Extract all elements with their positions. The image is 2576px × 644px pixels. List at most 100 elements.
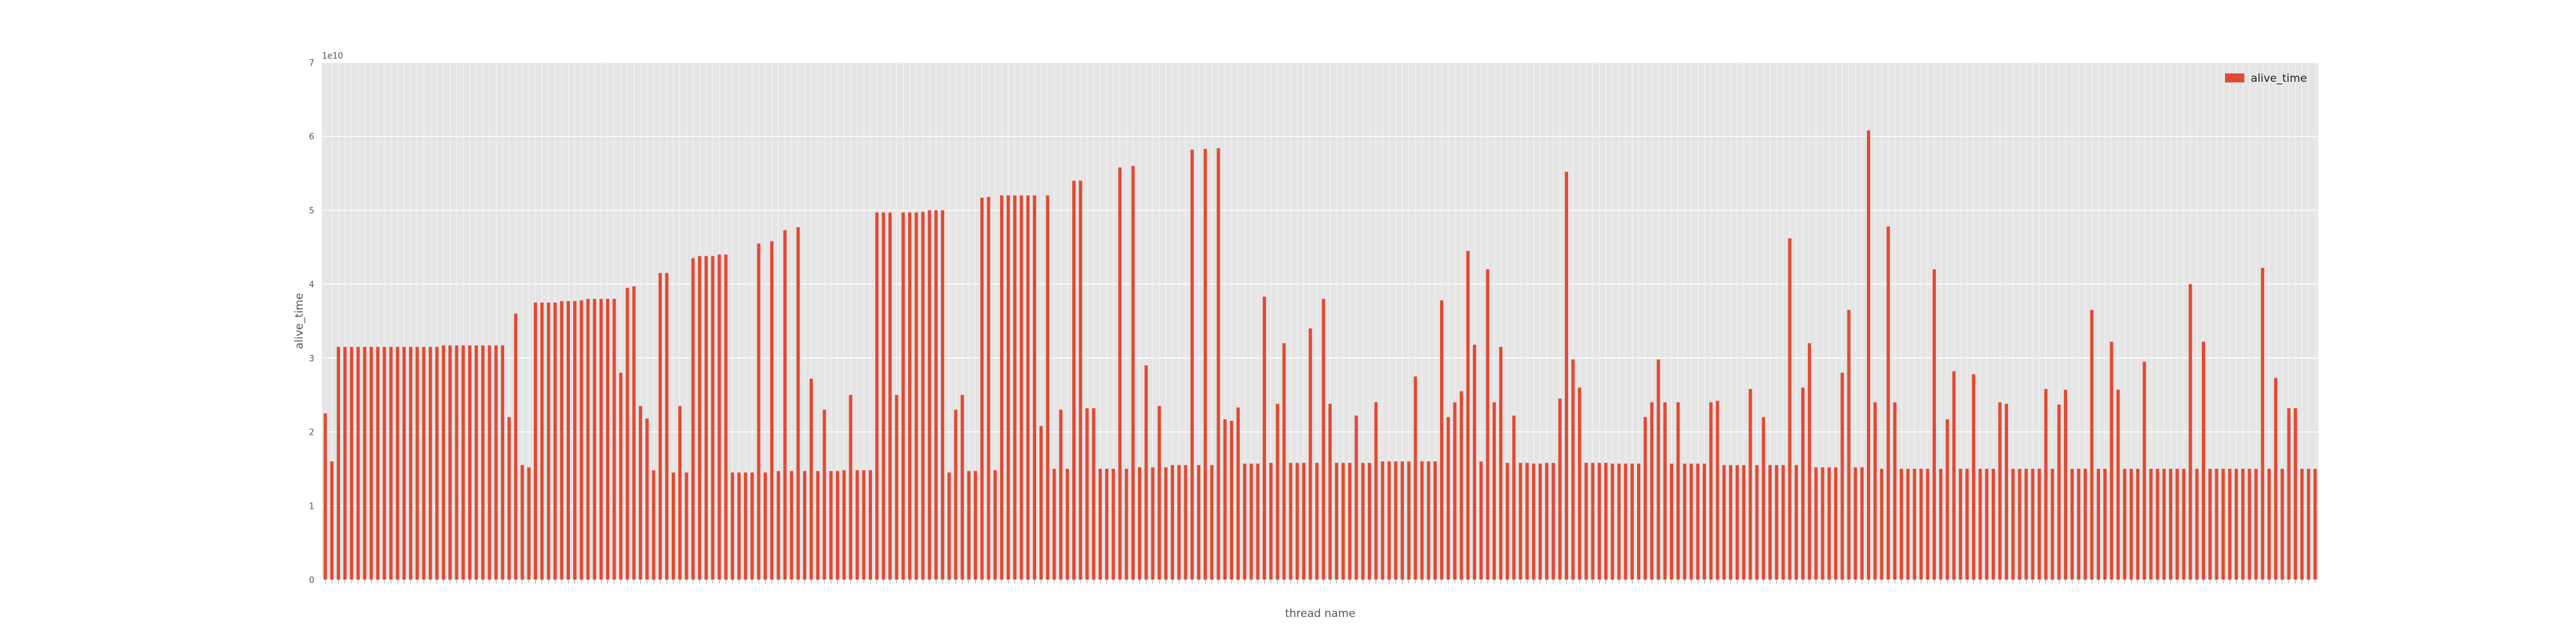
bar <box>1702 463 1707 580</box>
bar <box>1742 465 1746 580</box>
y-tick-label: 0 <box>309 576 314 585</box>
bar <box>606 299 610 580</box>
bar <box>2195 468 2199 580</box>
bar <box>553 302 557 580</box>
bar <box>1171 465 1175 580</box>
bar <box>711 256 715 580</box>
bar <box>1105 468 1109 580</box>
bar <box>2143 361 2146 580</box>
bar <box>1269 462 1273 580</box>
bar <box>1965 468 1969 580</box>
bar <box>1946 419 1949 580</box>
bar <box>336 346 341 580</box>
bar <box>343 346 347 580</box>
bar <box>1092 408 1095 580</box>
bar <box>882 212 886 580</box>
bar <box>1341 462 1345 580</box>
bar <box>737 472 741 580</box>
bar <box>481 345 485 580</box>
bar <box>1046 195 1050 580</box>
bar <box>1775 465 1779 580</box>
bar <box>1203 149 1208 580</box>
bar <box>2116 390 2120 580</box>
y-tick-label: 3 <box>309 354 314 364</box>
bar <box>2293 408 2297 580</box>
bar <box>691 258 695 580</box>
x-axis-ticks <box>325 580 2316 583</box>
bar <box>1926 468 1929 580</box>
bar <box>1886 226 1890 580</box>
bar <box>947 472 951 580</box>
y-axis-scale-offset: 1e10 <box>322 52 343 61</box>
bar <box>2129 468 2133 580</box>
bar <box>1735 465 1739 580</box>
bar <box>1334 462 1339 580</box>
bar <box>1584 462 1588 580</box>
bar <box>580 300 583 580</box>
bar <box>1309 328 1312 580</box>
bar <box>2103 468 2107 580</box>
bar <box>2307 468 2311 580</box>
bar <box>507 417 511 580</box>
bar <box>678 406 682 580</box>
bar <box>1637 463 1641 580</box>
bar <box>1400 461 1405 580</box>
bar <box>1328 403 1332 580</box>
bar <box>2182 468 2186 580</box>
bar <box>1617 463 1621 580</box>
bar <box>383 346 386 580</box>
bar <box>1276 403 1280 580</box>
bar <box>2280 468 2284 580</box>
bar <box>1519 462 1522 580</box>
bar <box>2057 404 2061 580</box>
bar <box>1670 463 1674 580</box>
bar <box>658 272 662 580</box>
bar <box>1539 463 1542 580</box>
bar <box>1262 296 1266 580</box>
bar <box>1223 419 1227 580</box>
bar <box>1032 195 1036 580</box>
bar <box>790 471 793 580</box>
bar <box>1059 410 1063 580</box>
bar <box>724 254 728 580</box>
bar <box>730 472 734 580</box>
bar <box>1952 371 1956 580</box>
bar <box>796 227 800 580</box>
bar <box>2070 468 2074 580</box>
bar <box>822 410 826 580</box>
bar <box>999 195 1003 580</box>
bar <box>1072 180 1076 580</box>
bar <box>625 287 629 580</box>
bar <box>2123 468 2126 580</box>
bar <box>1236 407 1240 580</box>
bar <box>1998 402 2002 580</box>
bar <box>1499 346 1502 580</box>
bar <box>2011 468 2015 580</box>
bar <box>1814 467 1818 580</box>
bar <box>1853 467 1857 580</box>
bar <box>1367 462 1372 580</box>
bar <box>1420 461 1424 580</box>
bar <box>1643 417 1647 580</box>
bar <box>1459 391 1463 580</box>
bar <box>527 467 531 580</box>
bar <box>1026 195 1030 580</box>
bar <box>1407 461 1411 580</box>
bar <box>1118 167 1122 580</box>
bar <box>1217 148 1220 580</box>
bar <box>934 210 938 580</box>
bar <box>862 470 866 580</box>
bar <box>1374 402 1378 580</box>
bar <box>1833 467 1838 580</box>
bar <box>1229 421 1233 580</box>
bar <box>1958 468 1962 580</box>
bar <box>1978 468 1982 580</box>
bar <box>895 395 898 580</box>
bar <box>1696 463 1700 580</box>
y-tick-label: 2 <box>309 428 314 438</box>
bar <box>2096 468 2100 580</box>
bar <box>980 197 984 580</box>
bar <box>2208 468 2212 580</box>
bar <box>1578 387 1582 580</box>
bar <box>409 346 413 580</box>
